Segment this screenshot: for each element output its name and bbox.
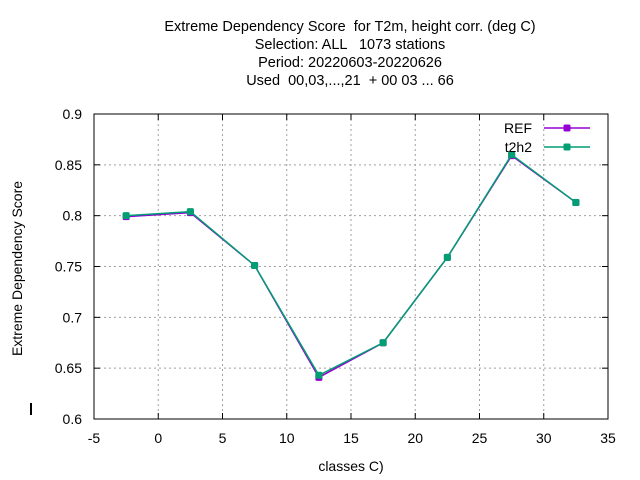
legend-entry-REF: REF [504, 120, 590, 136]
data-point-t2h2 [443, 253, 451, 261]
title-line-1: Extreme Dependency Score for T2m, height… [164, 19, 536, 35]
legend-entry-t2h2: t2h2 [505, 139, 590, 155]
y-tick-label: 0.7 [63, 309, 83, 325]
x-tick-label: 10 [279, 430, 295, 446]
x-tick-label: 30 [536, 430, 552, 446]
title-line-3: Period: 20220603-20220626 [258, 55, 442, 71]
x-tick-label: 5 [219, 430, 227, 446]
y-tick-label: 0.8 [63, 208, 83, 224]
x-tick-label: 35 [600, 430, 616, 446]
data-point-t2h2 [122, 212, 130, 220]
y-tick-label: 0.9 [63, 106, 83, 122]
legend-label: t2h2 [505, 139, 532, 155]
data-point-t2h2 [315, 371, 323, 379]
legend-swatch-marker [563, 124, 571, 132]
series-layer [122, 151, 580, 381]
y-tick-label: 0.65 [55, 360, 82, 376]
title-line-4: Used 00,03,...,21 + 00 03 ... 66 [246, 73, 454, 89]
x-axis-label: classes C) [318, 458, 383, 474]
title-line-2: Selection: ALL 1073 stations [254, 37, 446, 53]
data-point-t2h2 [508, 151, 516, 159]
legend-swatch-marker [563, 143, 571, 151]
legend-label: REF [504, 120, 532, 136]
data-point-t2h2 [379, 339, 387, 347]
chart-title: Extreme Dependency Score for T2m, height… [0, 18, 640, 90]
data-point-t2h2 [251, 261, 259, 269]
x-tick-label: 15 [343, 430, 359, 446]
data-point-t2h2 [186, 208, 194, 216]
legend: REF t2h2 [504, 120, 590, 155]
x-tick-label: 25 [472, 430, 488, 446]
series-line-t2h2 [126, 153, 577, 377]
y-tick-label: 0.6 [63, 411, 83, 427]
axis-layer: -5 0 5 10 15 20 25 30 35 0.6 0.65 0.7 0.75 0.8 0.85 0.9 [30, 106, 616, 446]
grid-layer [94, 114, 608, 419]
x-tick-label: 20 [407, 430, 423, 446]
y-axis-label: Extreme Dependency Score [9, 181, 25, 356]
x-tick-label: 0 [154, 430, 162, 446]
x-tick-label: -5 [88, 430, 101, 446]
y-tick-label: 0.75 [55, 259, 82, 275]
series-t2h2 [122, 151, 580, 379]
data-point-t2h2 [572, 198, 580, 206]
y-tick-label: 0.85 [55, 157, 82, 173]
